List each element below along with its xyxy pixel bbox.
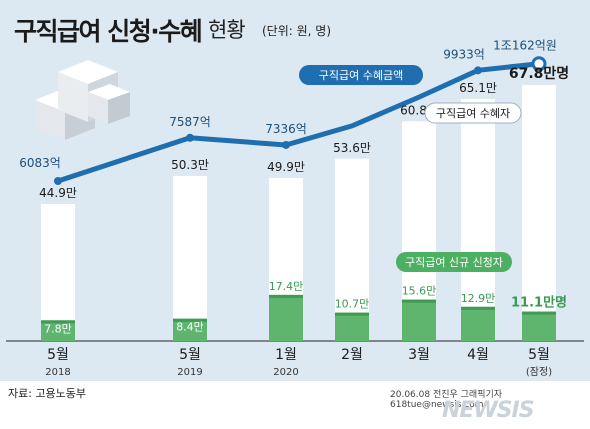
label-new-applicants: 11.1만명 [511,295,567,311]
bar-new-applicants [173,318,207,341]
label-beneficiaries: 65.1만 [459,81,497,95]
label-benefit-amount: 9933억 [443,47,485,61]
bar-new-applicants [269,294,303,341]
bar-beneficiaries [173,175,207,341]
footer-bar [0,381,590,429]
credit-note: 20.06.08 전진우 그래픽기자 618tue@newsis.com [390,390,503,410]
label-beneficiaries: 53.6만 [333,141,371,155]
bar-new-applicants [461,306,495,341]
bar-new-applicants-cap [461,306,495,310]
bar-beneficiaries [522,84,556,342]
bar-new-applicants [402,299,436,341]
label-new-applicants: 12.9만 [461,292,496,305]
x-tick-month: 5월 [47,347,69,363]
bar-beneficiaries [461,98,495,342]
legend-pill [299,65,423,85]
x-tick-month: 2월 [341,347,363,363]
label-benefit-amount: 1조162억원 [493,39,557,53]
bar-new-applicants [522,311,556,341]
label-benefit-amount: 6083억 [19,156,61,170]
x-tick-year: 2019 [177,367,202,378]
watermark-logo: NEWSIS [442,398,535,423]
label-new-applicants: 8.4만 [176,321,204,334]
point-benefit-amount [531,56,547,72]
x-tick-month: 5월 [179,347,201,363]
point-benefit-amount [54,177,62,185]
point-benefit-amount [474,66,482,75]
stacked-documents-icon [35,60,130,140]
bar-new-applicants [41,320,75,341]
bar-new-applicants-cap [41,320,75,324]
source-note: 자료: 고용노동부 [8,387,87,400]
label-beneficiaries: 49.9만 [267,160,305,174]
legend-pill [424,102,522,124]
bar-new-applicants-cap [402,299,436,303]
bar-new-applicants [335,312,369,341]
x-tick-year: 2020 [273,367,298,378]
legend-label: 구직급여 수혜금액 [319,69,403,82]
bar-new-applicants-cap [522,311,556,315]
x-tick-month: 1월 [275,347,297,363]
point-benefit-amount [186,133,194,142]
point-benefit-amount [282,140,290,149]
bar-beneficiaries [41,204,75,341]
label-benefit-amount: 7587억 [169,115,211,129]
chart-title-suffix: 현황 [208,18,246,42]
label-new-applicants: 15.6만 [402,285,437,298]
x-tick-year: (잠정) [526,366,552,378]
bar-beneficiaries [335,158,369,341]
label-beneficiaries: 67.8만명 [509,65,569,82]
label-new-applicants: 7.8만 [44,322,72,335]
x-tick-year: 2018 [45,367,70,378]
bar-new-applicants-cap [335,312,369,316]
x-tick-month: 3월 [408,347,430,363]
chart-title: 구직급여 신청·수혜 [14,17,203,46]
legend-label: 구직급여 신규 신청자 [405,256,503,269]
label-new-applicants: 10.7만 [335,298,370,311]
label-beneficiaries: 50.3만 [171,158,209,172]
x-tick-month: 4월 [467,347,489,363]
x-tick-month: 5월 [528,347,550,363]
legend-benefit-amount: 구직급여 수혜금액 [299,65,423,85]
legend-pill [396,252,512,272]
bar-new-applicants-cap [173,318,207,322]
unit-note: (단위: 원, 명) [262,24,332,38]
legend-label: 구직급여 수혜자 [436,107,510,120]
bar-new-applicants-cap [269,294,303,298]
legend-new-applicants: 구직급여 신규 신청자 [396,252,512,272]
legend-beneficiaries: 구직급여 수혜자 [424,102,522,124]
label-new-applicants: 17.4만 [269,280,304,293]
label-beneficiaries: 44.9만 [39,186,77,200]
label-benefit-amount: 7336억 [265,122,307,136]
